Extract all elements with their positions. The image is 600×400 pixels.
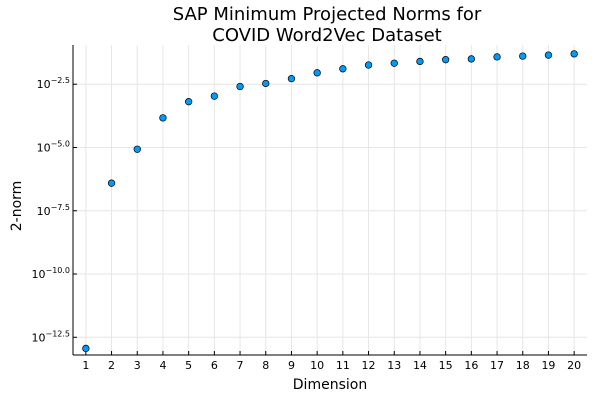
data-point — [390, 59, 398, 67]
data-point — [570, 50, 578, 58]
data-point — [210, 92, 219, 100]
y-axis-label: 2-norm — [9, 181, 25, 232]
x-tick-label: 5 — [185, 359, 192, 372]
data-point — [467, 55, 476, 63]
x-tick-label: 3 — [134, 359, 141, 372]
data-point — [133, 145, 141, 153]
x-axis-label: Dimension — [293, 377, 367, 393]
x-tick-label: 10 — [310, 359, 324, 372]
chart-title-line-1: SAP Minimum Projected Norms for — [173, 4, 482, 25]
x-tick-label: 9 — [288, 359, 295, 372]
x-tick-label: 13 — [387, 359, 401, 372]
x-tick-label: 8 — [262, 359, 269, 372]
y-tick-label: 10−2.5 — [37, 76, 70, 91]
data-point — [236, 82, 244, 91]
data-point — [287, 75, 296, 83]
y-tick-label: 10−12.5 — [32, 329, 71, 344]
x-tick-label: 11 — [336, 359, 350, 372]
x-tick-label: 12 — [362, 359, 376, 372]
data-points — [82, 50, 578, 353]
data-point — [364, 61, 373, 69]
x-tick-labels: 1 2 3 4 5 6 7 8 9 10 11 12 13 14 15 16 17 18 19 20 — [82, 359, 581, 372]
x-tick-label: 20 — [567, 359, 581, 372]
data-point — [184, 98, 193, 106]
x-tick-label: 7 — [237, 359, 244, 372]
x-tick-label: 19 — [541, 359, 555, 372]
x-tick-label: 14 — [413, 359, 427, 372]
axes — [72, 45, 587, 356]
x-tick-label: 16 — [464, 359, 478, 372]
data-point — [313, 69, 321, 77]
y-tick-label: 10−5.0 — [37, 139, 70, 154]
grid-lines — [73, 45, 587, 355]
y-tick-labels: 10−12.5 10−10.0 10−7.5 10−5.0 10−2.5 — [32, 76, 71, 344]
data-point — [544, 51, 553, 59]
x-tick-label: 4 — [159, 359, 166, 372]
data-point — [416, 57, 424, 66]
x-tick-label: 6 — [211, 359, 218, 372]
data-point — [493, 53, 501, 61]
data-point — [519, 52, 527, 60]
data-point — [107, 179, 116, 187]
data-point — [159, 114, 167, 122]
y-tick-label: 10−10.0 — [32, 266, 71, 281]
data-point — [339, 65, 347, 73]
data-point — [442, 56, 450, 64]
data-point — [262, 79, 270, 88]
data-point — [82, 344, 90, 353]
chart-title-line-2: COVID Word2Vec Dataset — [212, 25, 441, 46]
x-tick-label: 17 — [490, 359, 504, 372]
x-tick-label: 18 — [516, 359, 530, 372]
y-tick-label: 10−7.5 — [37, 203, 70, 218]
x-tick-label: 2 — [108, 359, 115, 372]
x-tick-label: 1 — [82, 359, 89, 372]
x-tick-label: 15 — [439, 359, 453, 372]
